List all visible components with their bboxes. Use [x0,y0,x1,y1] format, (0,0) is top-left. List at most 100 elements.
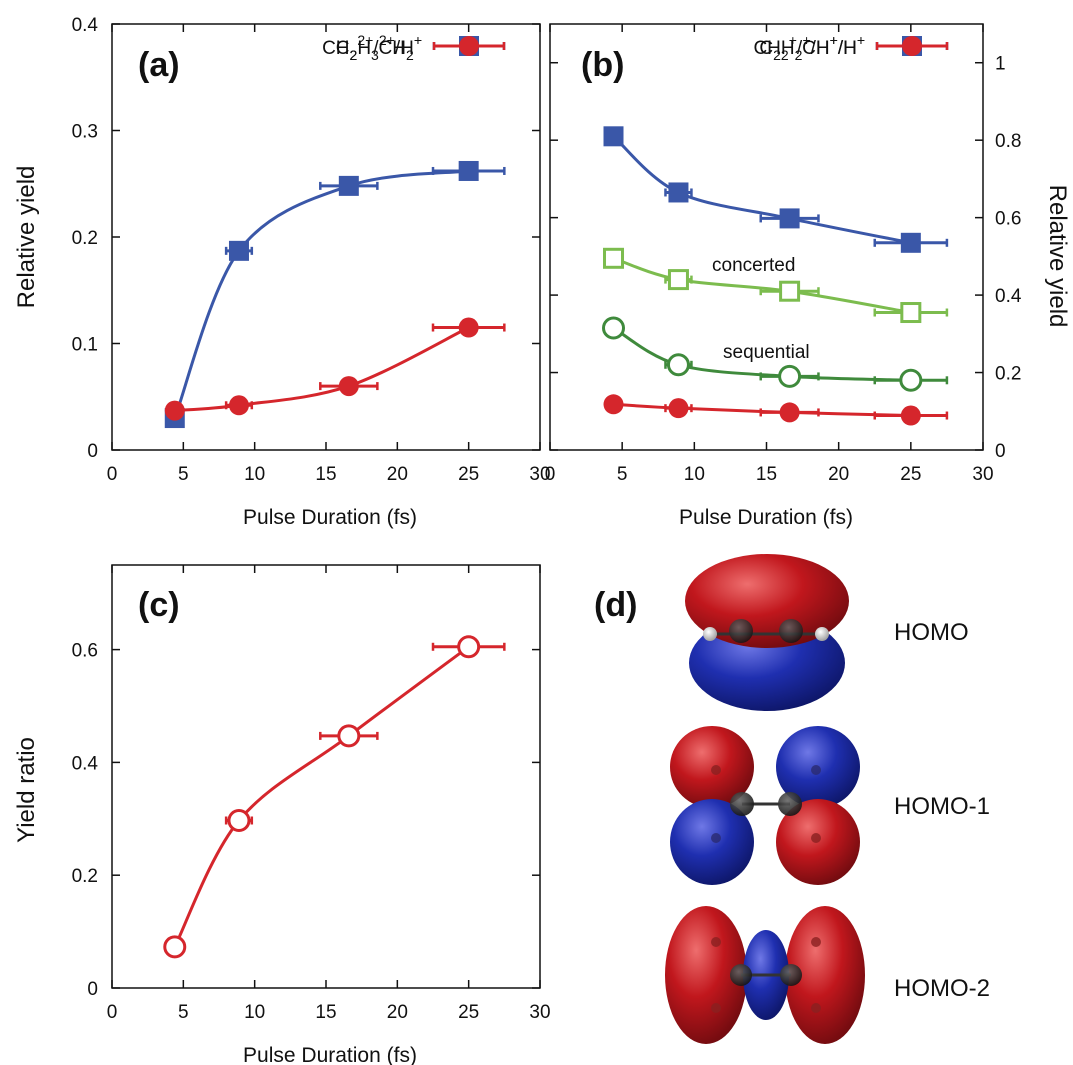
concerted-series-label: concerted [712,255,795,276]
panel-b-series-line-sequential [612,326,911,382]
panel-b-x-tick-label: 25 [900,464,921,485]
panel-b-data-point [900,232,921,253]
panel-c-y-axis-label: Yield ratio [13,737,40,843]
panel-c-x-tick-label: 10 [244,1002,265,1023]
panel-a-data-point [228,240,249,261]
panel-a-legend-label: CH22+/CH2+ [322,32,422,63]
panel-a-data-point [338,175,359,196]
panel-b-x-tick-label: 30 [972,464,993,485]
panel-b-x-tick-label: 15 [756,464,777,485]
panel-b-data-point [779,208,800,229]
panel-c-y-tick-label: 0.6 [72,641,98,662]
panel-a-x-tick-label: 20 [387,464,408,485]
panel-d-orbitals: (d) HOMO HOMO-1 [594,554,990,1044]
panel-a-series-line-c2h3-2-h [173,169,469,419]
homo-1-orbital-icon [670,726,860,885]
panel-c-series-series-0 [163,635,506,959]
panel-c-x-tick-label: 5 [178,1002,189,1023]
panel-b-y-tick-label: 0.2 [995,364,1021,385]
panel-c-y-tick-label: 0 [87,979,98,1000]
panel-b-data-point [900,302,922,324]
homo-1-label: HOMO-1 [894,793,990,820]
panel-a-data-point [338,376,359,397]
panel-b-y-tick-label: 0.8 [995,131,1021,152]
panel-b-data-point [668,398,689,419]
panel-c-x-tick-label: 0 [107,1002,118,1023]
panel-b-data-point [602,316,626,340]
homo-orbital-icon [685,554,849,711]
panel-a-x-tick-label: 15 [315,464,336,485]
panel-b-data-point [603,126,624,147]
panel-b-series-sequential [602,316,949,392]
panel-c-x-tick-label: 30 [529,1002,550,1023]
panel-c-y-tick-label: 0.4 [72,753,99,774]
panel-a-series-ch2-2-ch2 [164,317,506,421]
homo-label: HOMO [894,619,969,646]
panel-b-legend: C2H2+/H+/H+CH2+/CH+/H+ [753,32,949,63]
panel-a-x-tick-label: 10 [244,464,265,485]
panel-a-legend: C2H32+/H+CH22+/CH2+ [322,32,506,63]
panel-b-data-point [666,353,690,377]
panel-a-axes: 0 5 10 15 20 25 30 0 0.1 0.2 0.3 0.4 [72,15,551,485]
panel-b-series-line-concerted [613,256,912,314]
panel-c-x-tick-label: 25 [458,1002,479,1023]
panel-a-x-tick-label: 30 [529,464,550,485]
panel-c-x-tick-label: 15 [315,1002,336,1023]
panel-b-series-line-ch2-ch-h [613,402,911,418]
panel-b-y-axis-label: Relative yield [1044,185,1071,328]
panel-a-series-line-ch2-2-ch2 [174,326,470,413]
panel-c-axes: 0 5 10 15 20 25 30 0 0.2 0.4 0.6 [72,564,551,1023]
homo-2-orbital-icon [665,906,865,1044]
panel-b-data-point [603,394,624,415]
panel-c-label: (c) [138,586,180,624]
panel-b-legend-marker [902,36,922,56]
panel-a-x-tick-label: 25 [458,464,479,485]
panel-a-y-tick-label: 0 [87,441,98,462]
panel-a-x-axis-label: Pulse Duration (fs) [243,506,417,529]
panel-c-x-axis-label: Pulse Duration (fs) [243,1044,417,1065]
panel-a-data-point [228,395,249,416]
panel-b-series-c2h2-h-h [603,126,949,253]
panel-d-label: (d) [594,586,637,624]
panel-a-y-axis-label: Relative yield [13,166,40,309]
panel-c-y-tick-label: 0.2 [72,866,98,887]
panel-b-series-concerted [603,247,949,324]
panel-b-data-point [668,182,689,203]
panel-b-legend-label: C2H2+/H+/H+ [759,32,865,63]
panel-b-series-ch2-ch-h [603,394,949,426]
panel-a-x-tick-label: 5 [178,464,189,485]
panel-a-data-point [458,317,479,338]
panel-b-data-point [899,368,923,392]
panel-c-data-point [337,724,361,748]
panel-a-y-tick-label: 0.4 [72,15,99,36]
panel-b-x-tick-label: 20 [828,464,849,485]
panel-b-x-tick-label: 10 [684,464,705,485]
panel-b-data-point [667,269,689,291]
panel-c-data-point [457,635,481,659]
panel-a-y-tick-label: 0.1 [72,335,98,356]
panel-c-x-tick-label: 20 [387,1002,408,1023]
panel-b-series-line-c2h2-h-h [612,135,912,245]
panel-b-data-point [779,280,801,302]
panel-a-x-tick-label: 0 [107,464,118,485]
panel-c-chart: 0 5 10 15 20 25 30 0 0.2 0.4 0.6 (c) Pulse Duratio… [13,564,551,1065]
panel-c-data-point [227,808,251,832]
panel-a-series-c2h3-2-h [164,160,506,429]
panel-b-y-tick-label: 0.6 [995,209,1021,230]
panel-b-x-tick-label: 0 [545,464,556,485]
panel-a-data-point [164,400,185,421]
panel-b-label: (b) [581,46,624,84]
panel-b-y-tick-label: 0.4 [995,286,1022,307]
panel-b-data-point [603,247,625,269]
panel-c-data-point [163,935,187,959]
panel-a-chart: 0 5 10 15 20 25 30 0 0.1 0.2 0.3 0.4 (a) Pulse Dura… [13,15,551,529]
panel-a-y-tick-label: 0.3 [72,122,98,143]
panel-a-label: (a) [138,46,180,84]
panel-c-plot-area [163,635,506,959]
panel-b-x-tick-label: 5 [617,464,628,485]
panel-b-plot-area [602,126,949,426]
panel-b-legend-label: CH2+/CH+/H+ [753,32,865,63]
